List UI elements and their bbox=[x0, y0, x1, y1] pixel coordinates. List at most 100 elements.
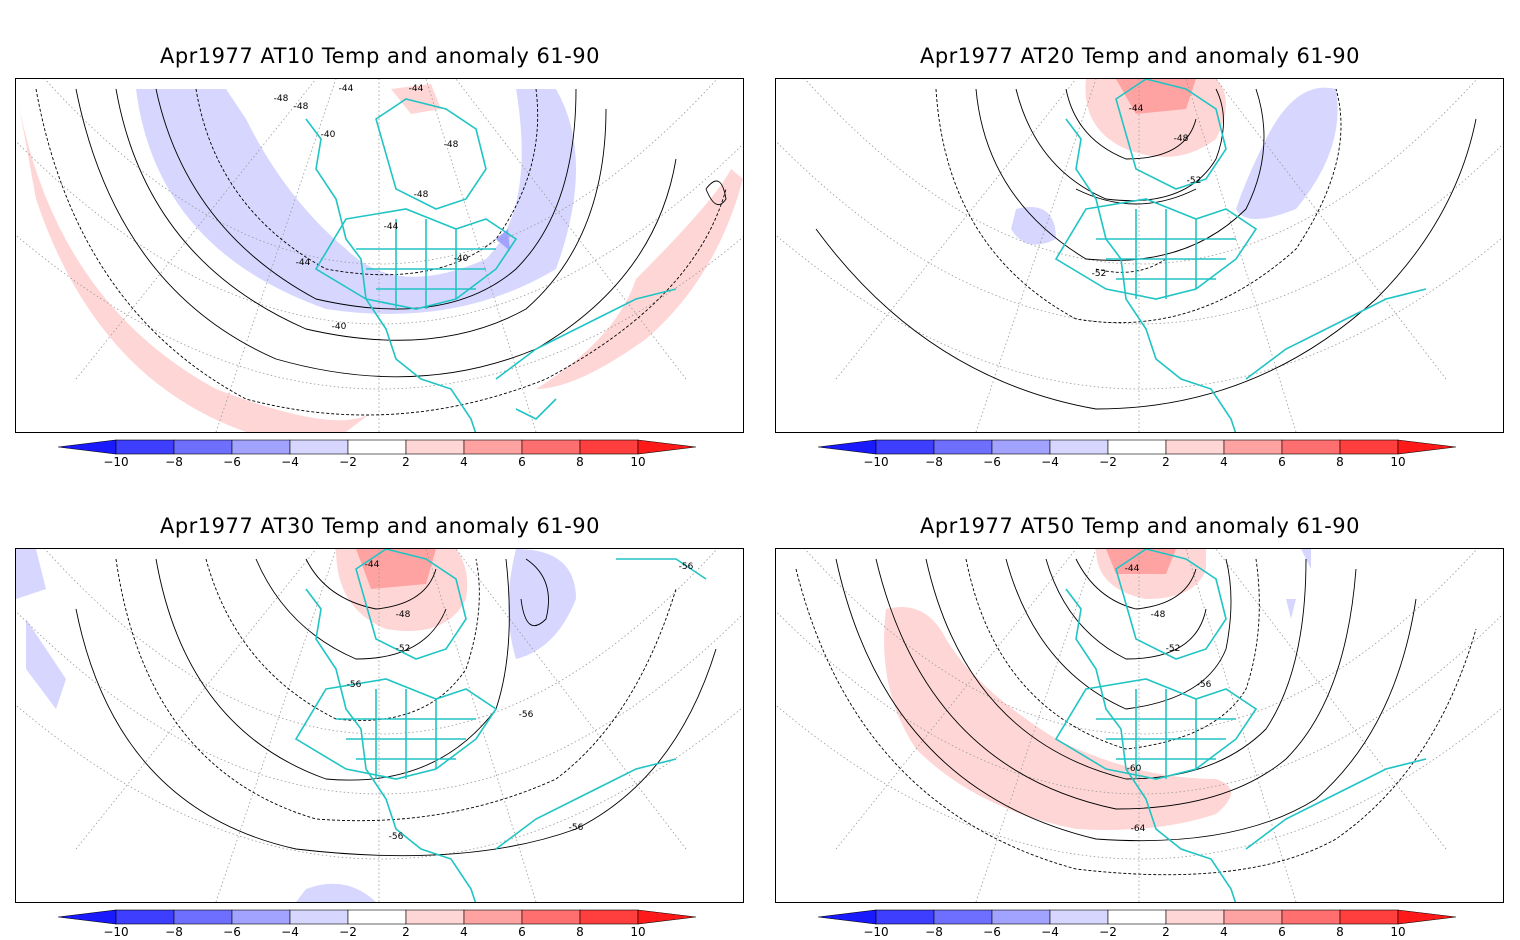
colorbar-tick-label: 2 bbox=[1162, 455, 1170, 469]
colorbar-arrow-high bbox=[1397, 909, 1457, 925]
colorbar-segment bbox=[1223, 909, 1283, 925]
colorbar-segment bbox=[579, 439, 639, 455]
svg-text:-56: -56 bbox=[569, 823, 584, 833]
colorbar-tick-label: 10 bbox=[1390, 455, 1405, 469]
colorbar-tick-label: −4 bbox=[1041, 925, 1059, 939]
svg-text:-44: -44 bbox=[296, 258, 311, 268]
colorbar-tick-label: −2 bbox=[339, 455, 357, 469]
svg-text:-44: -44 bbox=[409, 84, 424, 94]
colorbar-segment bbox=[173, 909, 233, 925]
colorbar-arrow-low bbox=[818, 439, 877, 455]
colorbar-at50: −10 −8 −6 −4 −2 2 4 6 8 10 bbox=[818, 909, 1457, 939]
colorbar-tick-label: 4 bbox=[1220, 925, 1228, 939]
panel-title: Apr1977 AT50 Temp and anomaly 61-90 bbox=[919, 514, 1361, 538]
colorbar-tick-label: −10 bbox=[863, 455, 888, 469]
colorbar-tick-label: −6 bbox=[983, 925, 1001, 939]
colorbar-tick-label: 8 bbox=[576, 455, 584, 469]
colorbar-segment bbox=[1049, 439, 1109, 455]
svg-text:-56: -56 bbox=[1197, 680, 1212, 690]
colorbar-segment bbox=[875, 439, 935, 455]
svg-text:-48: -48 bbox=[414, 190, 429, 200]
svg-text:-52: -52 bbox=[396, 644, 411, 654]
colorbar-arrow-high bbox=[637, 909, 697, 925]
colorbar-segment bbox=[405, 439, 465, 455]
colorbar-tick-label: −10 bbox=[103, 455, 128, 469]
colorbar-tick-label: 2 bbox=[1162, 925, 1170, 939]
colorbar-tick-label: 10 bbox=[630, 925, 645, 939]
colorbar-at30: −10 −8 −6 −4 −2 2 4 6 8 10 bbox=[58, 909, 697, 939]
colorbar-segment bbox=[1165, 439, 1225, 455]
map-plot-at50: -44 -48 -52 -56 -60 -64 bbox=[776, 549, 1503, 902]
colorbar-tick-label: 8 bbox=[1336, 925, 1344, 939]
svg-text:-64: -64 bbox=[1131, 824, 1146, 834]
colorbar-at10: −10 −8 −6 −4 −2 2 4 6 8 10 bbox=[58, 439, 697, 469]
colorbar-arrow-low bbox=[58, 909, 117, 925]
svg-text:-52: -52 bbox=[1166, 644, 1181, 654]
colorbar-segment bbox=[1107, 909, 1167, 925]
colorbar-tick-label: −10 bbox=[863, 925, 888, 939]
panel-title: Apr1977 AT30 Temp and anomaly 61-90 bbox=[159, 514, 601, 538]
panel-title: Apr1977 AT10 Temp and anomaly 61-90 bbox=[159, 44, 601, 68]
colorbar-segment bbox=[289, 909, 349, 925]
colorbar-tick-label: 6 bbox=[1278, 455, 1286, 469]
colorbar-tick-label: −4 bbox=[1041, 455, 1059, 469]
colorbar-segment bbox=[1339, 439, 1399, 455]
colorbar-at20: −10 −8 −6 −4 −2 2 4 6 8 10 bbox=[818, 439, 1457, 469]
colorbar-segment bbox=[289, 439, 349, 455]
colorbar-segment bbox=[875, 909, 935, 925]
colorbar-tick-label: 2 bbox=[402, 455, 410, 469]
svg-text:-52: -52 bbox=[1187, 176, 1202, 186]
colorbar-segment bbox=[115, 439, 175, 455]
colorbar-segment bbox=[521, 439, 581, 455]
colorbar-segment bbox=[1107, 439, 1167, 455]
svg-text:-44: -44 bbox=[1129, 104, 1144, 114]
colorbar-segment bbox=[1281, 439, 1341, 455]
svg-text:-48: -48 bbox=[1174, 134, 1189, 144]
colorbar-segment bbox=[231, 439, 291, 455]
colorbar-segment bbox=[991, 439, 1051, 455]
colorbar-segment bbox=[1281, 909, 1341, 925]
colorbar-arrow-high bbox=[1397, 439, 1457, 455]
svg-text:-48: -48 bbox=[444, 140, 459, 150]
colorbar-tick-label: −4 bbox=[281, 455, 299, 469]
map-frame: -44 -48 -52 -52 bbox=[775, 78, 1504, 433]
svg-text:-52: -52 bbox=[1092, 269, 1107, 279]
colorbar-arrow-high bbox=[637, 439, 697, 455]
colorbar-segment bbox=[991, 909, 1051, 925]
map-frame: -44 -48 -52 -56 -56 -56 -56 -56 bbox=[15, 548, 744, 903]
colorbar-tick-label: −8 bbox=[165, 925, 183, 939]
svg-text:-44: -44 bbox=[365, 560, 380, 570]
svg-text:-60: -60 bbox=[1127, 764, 1142, 774]
colorbar-tick-label: 2 bbox=[402, 925, 410, 939]
svg-text:-56: -56 bbox=[389, 832, 404, 842]
colorbar-tick-label: −2 bbox=[1099, 455, 1117, 469]
colorbar-segment bbox=[347, 439, 407, 455]
colorbar-segment bbox=[1165, 909, 1225, 925]
colorbar-tick-label: 6 bbox=[518, 455, 526, 469]
colorbar-segment bbox=[1049, 909, 1109, 925]
svg-text:-56: -56 bbox=[347, 680, 362, 690]
svg-text:-40: -40 bbox=[332, 322, 347, 332]
svg-text:-40: -40 bbox=[321, 130, 336, 140]
map-plot-at30: -44 -48 -52 -56 -56 -56 -56 -56 bbox=[16, 549, 743, 902]
colorbar-arrow-low bbox=[818, 909, 877, 925]
map-plot-at10: -48 -44 -48 -40 -44 -48 -48 -44 -44 -40 … bbox=[16, 79, 743, 432]
colorbar-tick-label: −8 bbox=[925, 925, 943, 939]
svg-text:-48: -48 bbox=[274, 94, 289, 104]
colorbar-tick-label: −2 bbox=[1099, 925, 1117, 939]
colorbar-tick-label: 8 bbox=[1336, 455, 1344, 469]
colorbar-tick-label: −8 bbox=[925, 455, 943, 469]
colorbar-arrow-low bbox=[58, 439, 117, 455]
map-frame: -44 -48 -52 -56 -60 -64 bbox=[775, 548, 1504, 903]
svg-text:-56: -56 bbox=[679, 562, 694, 572]
colorbar-tick-label: −6 bbox=[983, 455, 1001, 469]
colorbar-segment bbox=[521, 909, 581, 925]
colorbar-segment bbox=[933, 909, 993, 925]
panel-title: Apr1977 AT20 Temp and anomaly 61-90 bbox=[919, 44, 1361, 68]
colorbar-tick-label: 4 bbox=[460, 925, 468, 939]
colorbar-segment bbox=[405, 909, 465, 925]
map-frame: -48 -44 -48 -40 -44 -48 -48 -44 -44 -40 … bbox=[15, 78, 744, 433]
colorbar-segment bbox=[463, 909, 523, 925]
svg-text:-44: -44 bbox=[1125, 564, 1140, 574]
colorbar-tick-label: 10 bbox=[1390, 925, 1405, 939]
